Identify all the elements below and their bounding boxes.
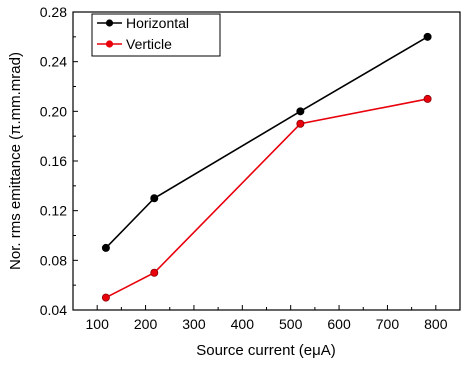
plot-frame [72, 11, 461, 311]
legend-swatch-marker [105, 40, 114, 48]
legend-label: Horizontal [126, 15, 189, 31]
y-axis-ticks: 0.04 0.08 0.12 0.16 0.20 0.24 0.28 [40, 4, 78, 318]
x-axis-ticks: 100 200 300 400 500 600 700 800 [86, 305, 448, 332]
y-tick-label: 0.20 [40, 103, 67, 119]
series-line-verticle [105, 98, 428, 299]
legend-box [91, 13, 221, 57]
x-tick-label: 100 [86, 316, 110, 332]
data-point [423, 32, 432, 41]
y-tick-label: 0.16 [40, 153, 67, 169]
x-tick-label: 300 [182, 316, 206, 332]
data-point [296, 119, 305, 128]
data-point [101, 293, 110, 302]
data-point [150, 268, 159, 277]
data-point [296, 107, 305, 116]
x-tick-label: 200 [134, 316, 158, 332]
y-tick-label: 0.08 [40, 252, 67, 268]
x-tick-label: 800 [424, 316, 448, 332]
x-tick-label: 700 [376, 316, 400, 332]
y-tick-label: 0.28 [40, 4, 67, 20]
x-tick-label: 600 [327, 316, 351, 332]
y-tick-label: 0.12 [40, 203, 67, 219]
legend-label: Verticle [126, 36, 172, 52]
data-point [150, 194, 159, 203]
legend: Horizontal Verticle [91, 13, 221, 57]
x-axis-title: Source current (eμA) [196, 342, 336, 359]
y-axis-title: Nor. rms emittance (π.mm.mrad) [7, 52, 24, 270]
series-line-horizontal [105, 36, 428, 249]
data-point [101, 243, 110, 252]
x-tick-label: 500 [279, 316, 303, 332]
y-tick-label: 0.24 [40, 54, 67, 70]
y-tick-label: 0.04 [40, 302, 67, 318]
legend-swatch-marker [105, 19, 114, 27]
data-point [423, 94, 432, 103]
x-tick-label: 400 [231, 316, 255, 332]
series-layer [101, 32, 432, 302]
